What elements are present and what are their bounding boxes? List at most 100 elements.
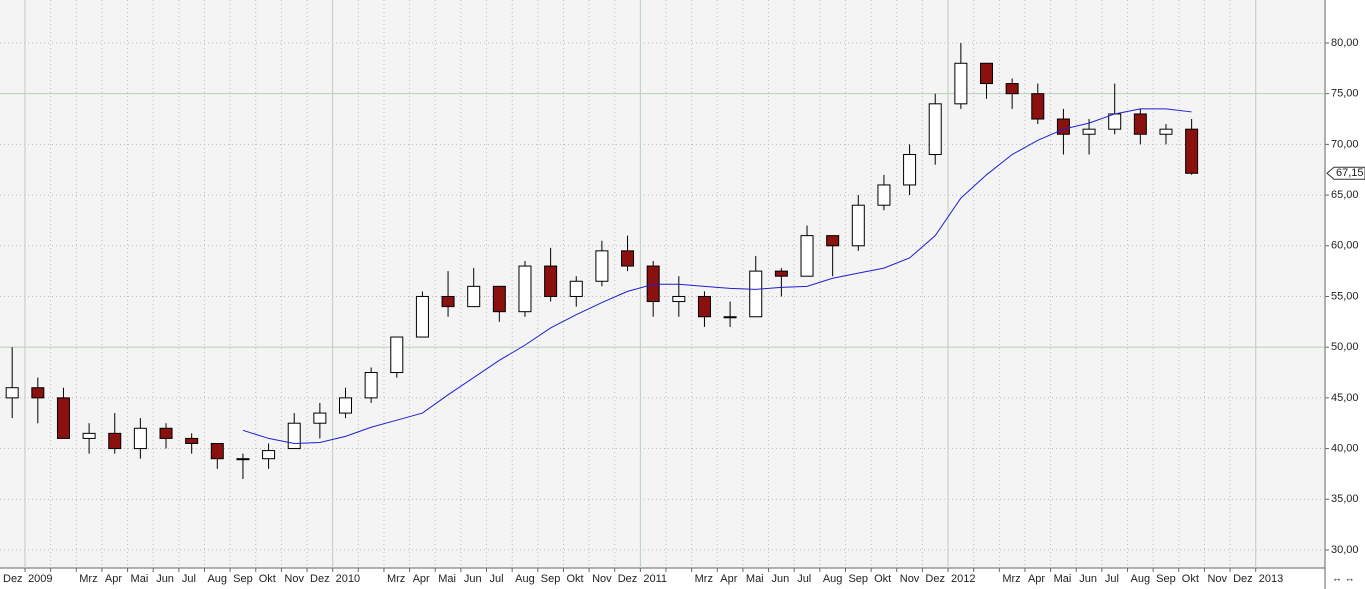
x-tick-label: Apr xyxy=(413,573,430,585)
y-tick-label: 45,00 xyxy=(1331,392,1359,404)
x-tick-label: Sep xyxy=(541,573,561,585)
candle-body xyxy=(544,265,558,297)
candle-body xyxy=(236,458,250,461)
y-tick-label: 50,00 xyxy=(1331,341,1359,353)
candle-body xyxy=(1108,113,1122,130)
candle-body xyxy=(800,235,814,277)
candle-body xyxy=(723,316,737,319)
x-tick-label: Aug xyxy=(207,573,227,585)
y-tick-label: 60,00 xyxy=(1331,240,1359,252)
x-tick-label: Mai xyxy=(746,573,764,585)
candle-body xyxy=(1159,128,1173,135)
x-tick-label: Aug xyxy=(515,573,535,585)
candle-body xyxy=(826,235,840,247)
last-price-marker xyxy=(1326,166,1365,180)
x-tick-label: Jun xyxy=(464,573,482,585)
x-tick-label: Aug xyxy=(1131,573,1151,585)
x-tick-label: Dez xyxy=(1233,573,1253,585)
candle-body xyxy=(492,285,506,313)
x-tick-label: Jun xyxy=(772,573,790,585)
x-tick-label: Nov xyxy=(284,573,304,585)
candle-body xyxy=(108,432,122,450)
candle-body xyxy=(262,450,276,460)
x-tick-label: Jul xyxy=(182,573,196,585)
x-tick-label: Jun xyxy=(1079,573,1097,585)
x-tick-label: 2011 xyxy=(643,573,667,585)
candle-body xyxy=(210,442,224,460)
candle-body xyxy=(569,280,583,297)
y-tick-label: 75,00 xyxy=(1331,88,1359,100)
candle-body xyxy=(1031,93,1045,120)
x-tick-label: Jul xyxy=(797,573,811,585)
x-tick-label: 2013 xyxy=(1259,573,1283,585)
x-tick-label: Dez xyxy=(925,573,945,585)
candle-body xyxy=(903,154,917,186)
candle-body xyxy=(185,437,199,444)
candle-body xyxy=(5,387,19,399)
candle-body xyxy=(467,285,481,308)
candle-body xyxy=(595,250,609,282)
x-tick-label: Sep xyxy=(848,573,868,585)
x-tick-label: Nov xyxy=(900,573,920,585)
x-tick-label: Mrz xyxy=(695,573,713,585)
y-tick-label: 65,00 xyxy=(1331,189,1359,201)
candle-body xyxy=(774,270,788,277)
candle-body xyxy=(646,265,660,303)
candle-body xyxy=(339,397,352,414)
candle-body xyxy=(31,387,45,399)
x-tick-label: Dez xyxy=(3,573,23,585)
x-tick-label: Sep xyxy=(1156,573,1176,585)
x-tick-label: Mrz xyxy=(79,573,97,585)
x-tick-label: Nov xyxy=(1207,573,1227,585)
candle-body xyxy=(1005,83,1019,95)
y-tick-label: 55,00 xyxy=(1331,290,1359,302)
candle-body xyxy=(954,62,968,105)
candle-body xyxy=(441,295,455,308)
candle-body xyxy=(287,422,301,450)
x-tick-label: Jun xyxy=(156,573,174,585)
x-tick-label: Aug xyxy=(823,573,843,585)
candle-body xyxy=(749,270,763,318)
candle-body xyxy=(313,412,327,424)
candle-body xyxy=(672,295,686,303)
scroll-icon[interactable]: ↔ ↔ xyxy=(1332,574,1355,585)
x-tick-label: Apr xyxy=(720,573,737,585)
candle-body xyxy=(133,427,147,450)
candle-body xyxy=(1056,118,1070,135)
x-tick-label: Dez xyxy=(618,573,638,585)
candle-body xyxy=(56,397,70,439)
x-tick-label: Mai xyxy=(438,573,456,585)
candle-body xyxy=(980,62,993,85)
x-tick-label: Apr xyxy=(105,573,122,585)
x-tick-label: Okt xyxy=(874,573,891,585)
candle-body xyxy=(851,204,865,247)
candle-body xyxy=(621,250,635,267)
last-price-label: 67,15 xyxy=(1336,167,1364,179)
candle-body xyxy=(82,432,96,439)
x-axis-area xyxy=(0,568,1325,589)
candle-body xyxy=(1082,128,1096,135)
x-tick-label: Nov xyxy=(592,573,612,585)
x-tick-label: Sep xyxy=(233,573,253,585)
x-tick-label: 2012 xyxy=(951,573,975,585)
y-tick-label: 30,00 xyxy=(1331,544,1359,556)
candle-body xyxy=(390,336,404,374)
x-tick-label: Jul xyxy=(1105,573,1119,585)
x-tick-label: Mai xyxy=(131,573,149,585)
x-tick-label: Apr xyxy=(1028,573,1045,585)
moving-average-line xyxy=(242,108,1192,444)
candle-body xyxy=(697,295,711,318)
candle-body xyxy=(159,427,173,439)
y-tick-label: 35,00 xyxy=(1331,493,1359,505)
y-tick-label: 80,00 xyxy=(1331,37,1359,49)
candle-body xyxy=(877,184,891,206)
candle-body xyxy=(415,295,429,338)
x-tick-label: Mai xyxy=(1054,573,1072,585)
x-tick-label: Mrz xyxy=(387,573,405,585)
x-tick-label: 2009 xyxy=(28,573,52,585)
candle-body xyxy=(364,372,378,399)
x-tick-label: Dez xyxy=(310,573,330,585)
x-tick-label: Okt xyxy=(259,573,276,585)
candle-body xyxy=(518,265,532,313)
